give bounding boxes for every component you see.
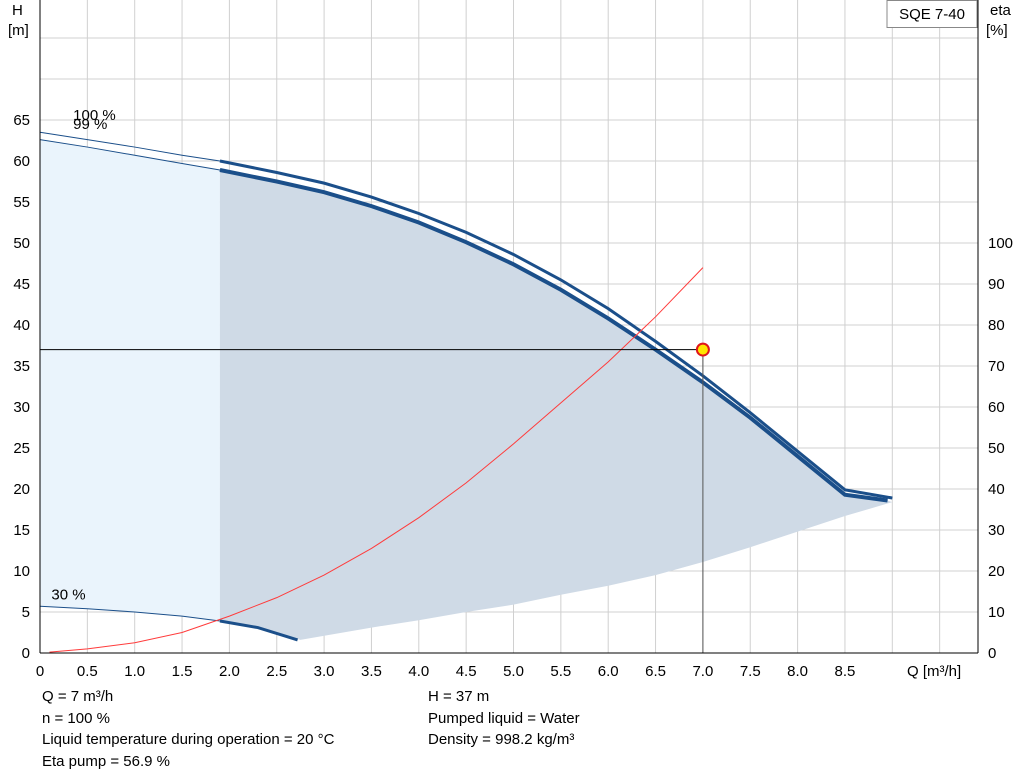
- pump-curve-chart: 0 0.5 1.0 1.5 2.0 2.5 3.0 3.5 4.0 4.5 5.0 5.5 6.0 6.5…: [8, 0, 1013, 680]
- y2-axis-unit: [%]: [986, 22, 1008, 39]
- curves: [39, 131, 893, 653]
- info-speed: n = 100 %: [42, 709, 110, 727]
- curve-label: 30 %: [51, 587, 85, 604]
- y2-tick-label: 10: [988, 604, 1005, 621]
- labels: 0 0.5 1.0 1.5 2.0 2.5 3.0 3.5 4.0 4.5 5.0 5.5 6.0 6.5…: [8, 0, 1013, 680]
- x-axis-title: Q [m³/h]: [907, 663, 961, 680]
- curve-99-thick: [219, 168, 888, 503]
- curve-label: 100 %: [73, 107, 116, 124]
- duty-point: [695, 342, 710, 357]
- eta-curve: [49, 267, 704, 653]
- x-tick-label: 5.5: [550, 663, 571, 680]
- x-tick-label: 3.5: [361, 663, 382, 680]
- y-tick-label: 10: [13, 563, 30, 580]
- y-tick-label: 60: [13, 153, 30, 170]
- y2-tick-label: 70: [988, 358, 1005, 375]
- x-tick-label: 4.0: [408, 663, 429, 680]
- x-tick-label: 5.0: [503, 663, 524, 680]
- info-head: H = 37 m: [428, 688, 490, 705]
- x-tick-label: 0.5: [77, 663, 98, 680]
- info-flow: Q = 7 m³/h: [42, 688, 114, 705]
- y-tick-label: 40: [13, 317, 30, 334]
- y2-tick-label: 30: [988, 522, 1005, 539]
- x-tick-label: 8.5: [835, 663, 856, 680]
- y-tick-label: 55: [13, 194, 30, 211]
- x-tick-label: 0: [36, 663, 44, 680]
- y2-tick-label: 20: [988, 563, 1005, 580]
- y2-tick-label: 0: [988, 645, 996, 662]
- info-left: Q = 7 m³/h n = 100 % Liquid temperature …: [42, 686, 334, 772]
- y2-tick-label: 60: [988, 399, 1005, 416]
- info-eta-pump: Eta pump = 56.9 %: [42, 752, 170, 770]
- operating-area-fill: [219, 170, 893, 640]
- y-tick-label: 15: [13, 522, 30, 539]
- curve-100-thick: [219, 159, 893, 500]
- info-density: Density = 998.2 kg/m³: [428, 731, 575, 748]
- y2-tick-label: 50: [988, 440, 1005, 457]
- y-tick-label: 30: [13, 399, 30, 416]
- title-box: [886, 0, 978, 28]
- x-tick-label: 1.0: [124, 663, 145, 680]
- info-right: H = 37 m Pumped liquid = Water Density =…: [428, 686, 580, 751]
- info-temperature: Liquid temperature during operation = 20…: [42, 731, 335, 748]
- y2-tick-label: 100: [988, 235, 1013, 252]
- x-tick-label: 8.0: [787, 663, 808, 680]
- x-tick-label: 3.0: [314, 663, 335, 680]
- y-axis-unit: [m]: [8, 22, 29, 39]
- x-tick-label: 2.5: [266, 663, 287, 680]
- x-tick-label: 7.0: [692, 663, 713, 680]
- y-tick-label: 20: [13, 481, 30, 498]
- range-fill: [40, 139, 220, 622]
- x-tick-label: 6.0: [598, 663, 619, 680]
- y-tick-label: 0: [22, 645, 30, 662]
- x-tick-label: 2.0: [219, 663, 240, 680]
- curve-30-thin: [39, 605, 220, 622]
- info-liquid: Pumped liquid = Water: [428, 709, 580, 727]
- y-axis-title: H: [12, 2, 23, 19]
- y-tick-label: 25: [13, 440, 30, 457]
- curve-label: 99 %: [73, 116, 107, 133]
- y-tick-label: 45: [13, 276, 30, 293]
- x-tick-label: 6.5: [645, 663, 666, 680]
- y-tick-label: 65: [13, 112, 30, 129]
- y-tick-label: 5: [22, 604, 30, 621]
- x-tick-label: 4.5: [456, 663, 477, 680]
- y-tick-label: 50: [13, 235, 30, 252]
- y2-tick-label: 90: [988, 276, 1005, 293]
- x-tick-label: 1.5: [172, 663, 193, 680]
- x-tick-label: 7.5: [740, 663, 761, 680]
- duty-point-group: [40, 342, 710, 653]
- y2-tick-label: 80: [988, 317, 1005, 334]
- area-fills: [40, 139, 893, 640]
- curve-30-thick: [219, 619, 299, 642]
- chart-title: SQE 7-40: [899, 6, 965, 23]
- y2-axis-title: eta: [990, 2, 1012, 19]
- y-tick-label: 35: [13, 358, 30, 375]
- y2-tick-label: 40: [988, 481, 1005, 498]
